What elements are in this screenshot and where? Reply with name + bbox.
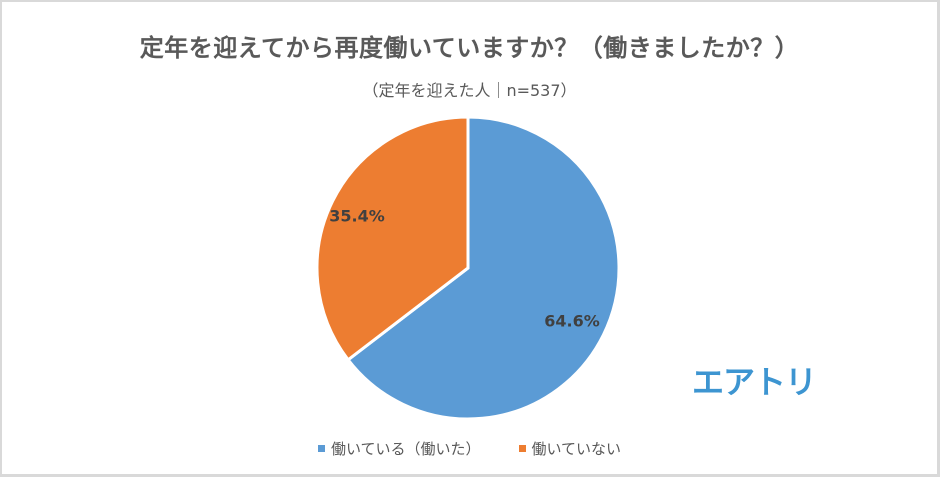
- chart-legend: 働いている（働いた） 働いていない: [2, 438, 937, 459]
- legend-item-not-working: 働いていない: [518, 438, 622, 459]
- legend-label: 働いていない: [531, 440, 622, 458]
- pie-slices: [315, 115, 621, 421]
- pie-slice-1: [315, 115, 470, 362]
- data-label-working: 64.6%: [544, 311, 600, 331]
- legend-swatch-blue-icon: [317, 445, 325, 452]
- chart-title: 定年を迎えてから再度働いていますか？（働きましたか？）: [139, 34, 800, 62]
- legend-label: 働いている（働いた）: [330, 440, 481, 458]
- legend-swatch-orange-icon: [518, 445, 526, 452]
- chart-subtitle: （定年を迎えた人｜n=537）: [362, 81, 577, 100]
- pie-slice-0: [346, 115, 621, 421]
- legend-item-working: 働いている（働いた）: [317, 438, 481, 459]
- airtrip-logo: エアトリ: [692, 363, 817, 401]
- data-label-not-working: 35.4%: [329, 206, 385, 226]
